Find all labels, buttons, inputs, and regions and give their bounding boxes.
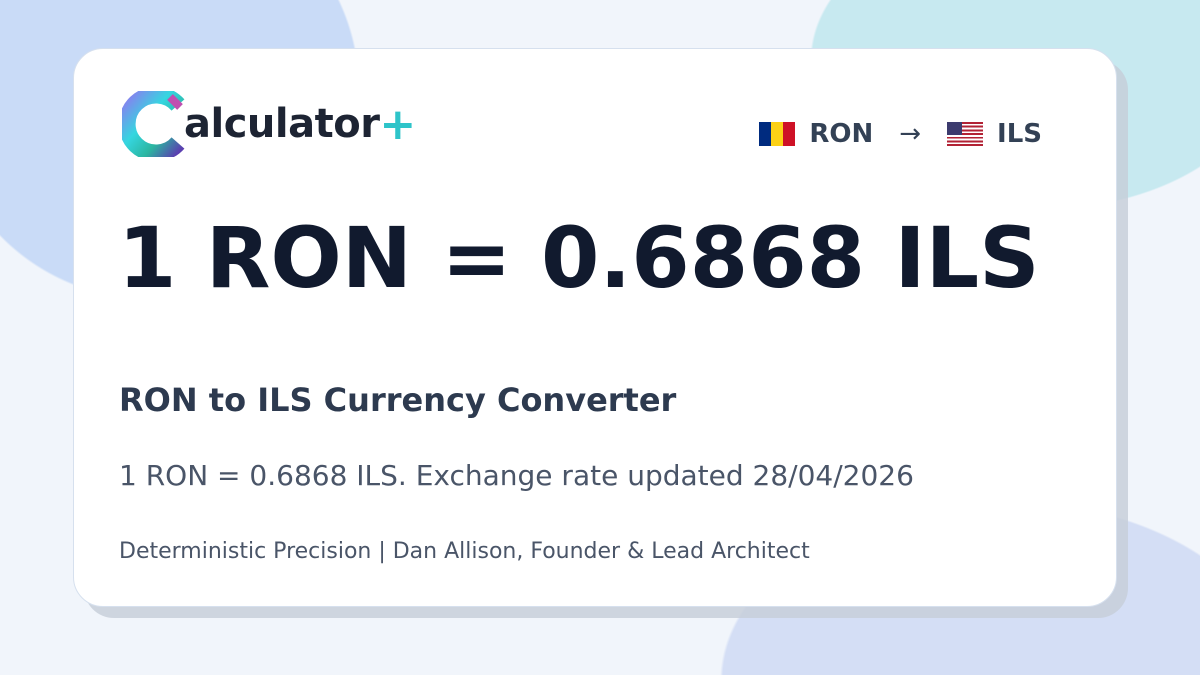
page-title: RON to ILS Currency Converter (119, 381, 677, 419)
to-currency: ILS (997, 119, 1042, 149)
calculator-plus-logo: alculator + (122, 91, 416, 157)
logo-text: alculator (184, 101, 380, 147)
rate-description: 1 RON = 0.6868 ILS. Exchange rate update… (119, 459, 914, 492)
footer-credit: Deterministic Precision | Dan Allison, F… (119, 539, 810, 564)
logo-plus: + (379, 98, 417, 150)
romania-flag-icon (759, 122, 796, 146)
arrow-right-icon: → (899, 119, 922, 149)
converter-card: alculator + RON → ILS 1 RON = 0.6868 ILS … (73, 48, 1117, 607)
us-flag-icon (947, 122, 984, 146)
exchange-rate: 1 RON = 0.6868 ILS (118, 209, 1040, 307)
logo-c-icon (122, 91, 185, 157)
from-currency: RON (809, 119, 874, 149)
currency-pair: RON → ILS (759, 119, 1042, 149)
